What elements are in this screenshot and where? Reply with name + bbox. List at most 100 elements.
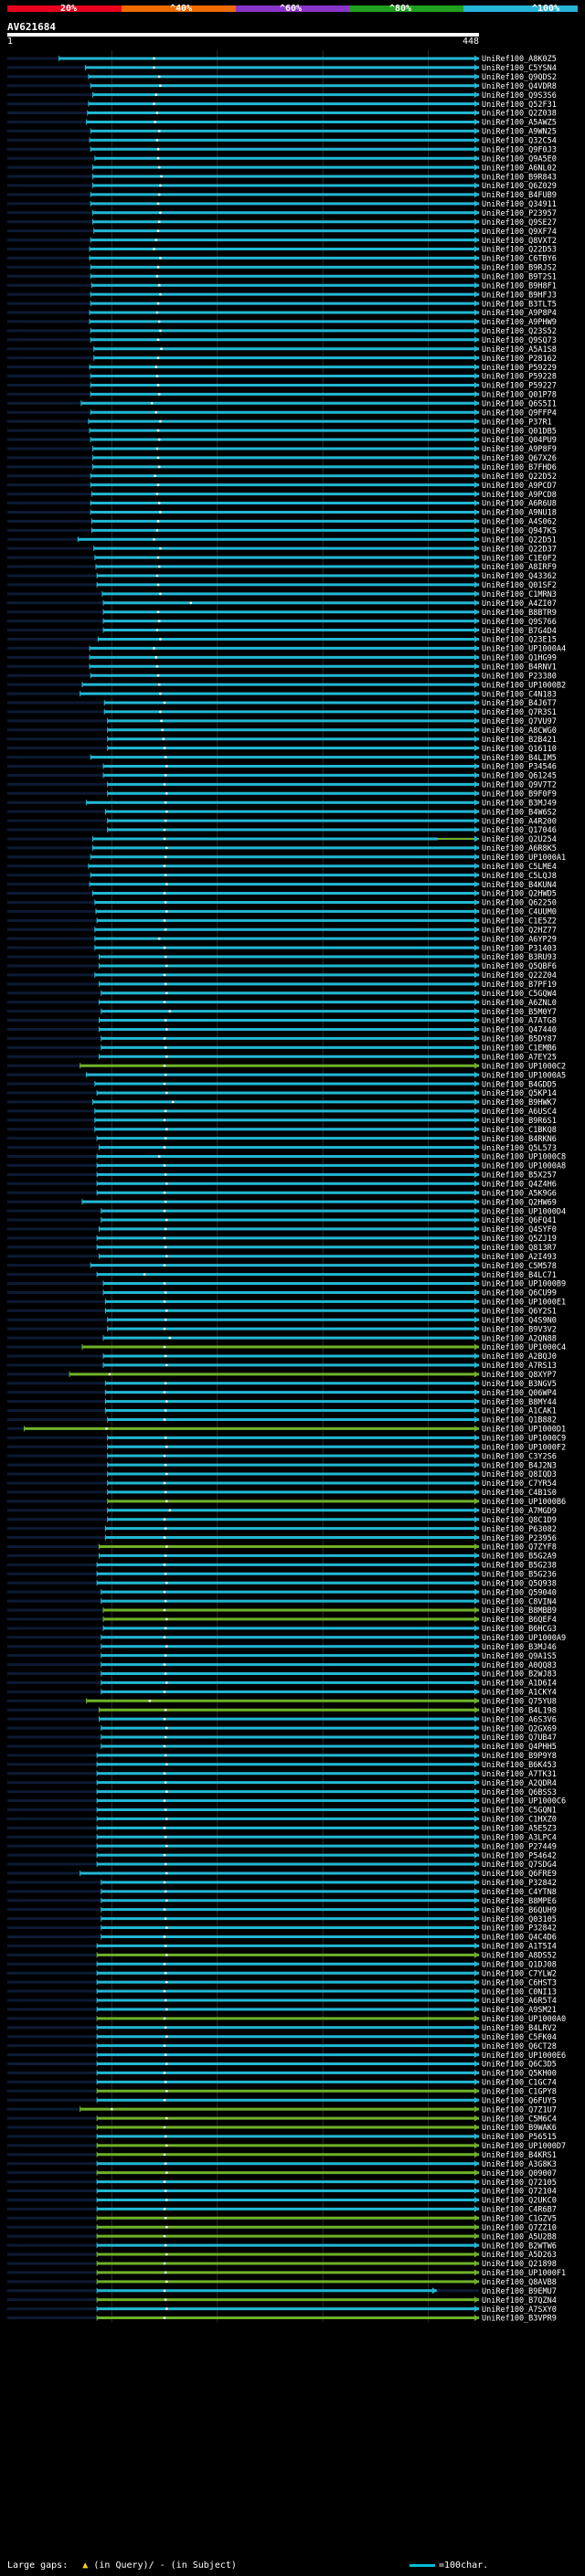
hit-label: UniRef100_Q5Q938 — [482, 1579, 557, 1588]
hit-arrow-head — [474, 1797, 479, 1805]
gap-marker — [162, 737, 165, 741]
gap-marker — [164, 1490, 167, 1494]
hit-arrow-head — [474, 254, 479, 261]
hit-arrow-head — [474, 1915, 479, 1923]
hit-label: UniRef100_A6ZNL0 — [482, 999, 557, 1008]
gap-marker — [164, 2271, 167, 2274]
hit-label: UniRef100_Q9QDS2 — [482, 73, 557, 82]
hit-label: UniRef100_Q2HZ77 — [482, 926, 557, 935]
gap-marker — [163, 1454, 166, 1458]
gap-marker — [163, 1191, 166, 1194]
hit-arrow-head — [474, 390, 479, 398]
hit-arrow-head — [474, 1525, 479, 1532]
hit-arrow-head — [474, 355, 479, 362]
hit-arrow-head — [474, 981, 479, 988]
gap-marker — [164, 1627, 167, 1630]
gap-marker — [160, 175, 163, 178]
hit-label: UniRef100_B3RU93 — [482, 953, 557, 962]
hit-arrow-head — [474, 1824, 479, 1831]
gap-marker — [164, 1246, 167, 1249]
gap-marker — [154, 239, 158, 241]
gap-marker — [165, 2089, 168, 2093]
hit-label: UniRef100_B4LIM5 — [482, 754, 557, 763]
hit-arrow-head — [474, 1271, 479, 1278]
hit-arrow-head — [474, 535, 479, 543]
hit-arrow-head — [474, 1008, 479, 1015]
hit-label: UniRef100_C1GPY8 — [482, 2087, 557, 2096]
gap-marker — [164, 2135, 167, 2138]
gap-marker — [157, 1155, 161, 1158]
gap-marker — [110, 2107, 113, 2111]
hit-label: UniRef100_Q23S52 — [482, 327, 557, 336]
hit-label: UniRef100_Q75YU8 — [482, 1697, 557, 1706]
gap-marker — [163, 837, 166, 841]
hit-arrow-head — [474, 844, 479, 852]
hit-arrow-head — [474, 1479, 479, 1487]
gap-marker — [156, 338, 160, 342]
hit-label: UniRef100_Q22D52 — [482, 472, 557, 482]
hit-label: UniRef100_Q2HW69 — [482, 1198, 557, 1207]
hit-label: UniRef100_C5YSN4 — [482, 64, 557, 73]
hit-label: UniRef100_B6QUH9 — [482, 1906, 557, 1915]
hit-label: UniRef100_Q9S766 — [482, 618, 557, 627]
hit-arrow-head — [474, 491, 479, 498]
hit-arrow-head — [474, 482, 479, 489]
hit-label: UniRef100_B4FUB9 — [482, 191, 557, 200]
hit-arrow-head — [474, 1552, 479, 1559]
gap-marker — [163, 1908, 166, 1911]
hit-arrow-head — [474, 618, 479, 625]
hit-label: UniRef100_Q52F31 — [482, 101, 557, 110]
hit-label: UniRef100_Q9FFP4 — [482, 408, 557, 418]
hit-arrow-head — [474, 2078, 479, 2085]
hit-arrow-head — [474, 1334, 479, 1341]
hit-label: UniRef100_Q61245 — [482, 772, 557, 781]
gap-marker — [164, 756, 167, 758]
hit-arrow-head — [474, 1761, 479, 1768]
gap-marker — [163, 946, 166, 949]
gap-marker — [168, 1010, 172, 1012]
hit-label: UniRef100_Q1HG99 — [482, 654, 557, 663]
hit-label: UniRef100_P28162 — [482, 355, 557, 364]
gap-marker — [154, 656, 158, 659]
gap-marker — [164, 1046, 167, 1049]
hit-arrow-head — [474, 699, 479, 706]
gap-marker — [164, 1137, 167, 1140]
gap-marker — [156, 384, 160, 387]
gap-marker — [163, 1164, 166, 1167]
hit-arrow-head — [474, 1161, 479, 1169]
hit-arrow-head — [474, 300, 479, 307]
gap-marker — [165, 1954, 168, 1956]
gap-marker — [163, 892, 166, 895]
hit-arrow-head — [474, 1534, 479, 1542]
gap-marker — [164, 1781, 167, 1784]
gap-marker — [163, 783, 166, 786]
hit-label: UniRef100_Q4SYF0 — [482, 1225, 557, 1235]
gap-marker — [163, 2234, 166, 2238]
gap-marker — [165, 964, 168, 968]
hit-label: UniRef100_Q8AVB8 — [482, 2278, 557, 2287]
hit-arrow-head — [474, 1752, 479, 1759]
hit-arrow-head — [474, 218, 479, 226]
hit-label: UniRef100_Q72105 — [482, 2178, 557, 2188]
hit-label: UniRef100_C5M6C4 — [482, 2115, 557, 2124]
hit-arrow-head — [474, 1579, 479, 1586]
hit-arrow-head — [474, 563, 479, 570]
hit-arrow-head — [474, 55, 479, 62]
hit-label: UniRef100_A5D263 — [482, 2251, 557, 2260]
gap-marker — [156, 583, 160, 587]
gap-marker — [163, 1853, 166, 1857]
hit-arrow-head — [474, 118, 479, 125]
gap-marker — [157, 465, 161, 469]
hit-label: UniRef100_P23380 — [482, 672, 557, 681]
hit-arrow-head — [474, 653, 479, 661]
hit-arrow-head — [474, 508, 479, 515]
hit-arrow-head — [474, 1842, 479, 1850]
gap-marker — [165, 1545, 168, 1548]
gap-marker — [156, 610, 160, 613]
hit-arrow-head — [474, 1951, 479, 1958]
hit-label: UniRef100_B5G238 — [482, 1562, 557, 1571]
hit-arrow-head — [474, 1860, 479, 1868]
gap-marker — [163, 828, 166, 832]
hit-arrow-head — [474, 2105, 479, 2113]
hit-label: UniRef100_B9HFJ3 — [482, 291, 557, 300]
